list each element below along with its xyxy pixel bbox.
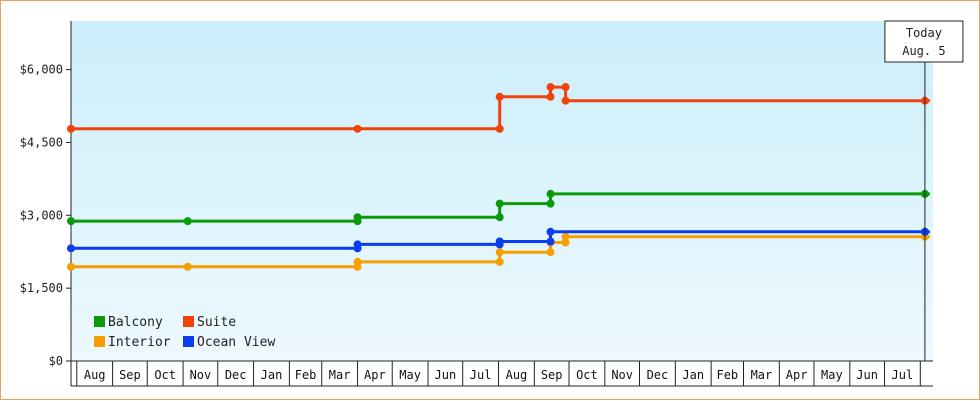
data-point <box>495 237 504 246</box>
data-point <box>353 124 362 133</box>
data-point <box>353 240 362 249</box>
month-label: Aug <box>506 368 528 382</box>
month-label: May <box>821 368 843 382</box>
month-label: Oct <box>154 368 176 382</box>
data-point <box>546 237 555 246</box>
data-point <box>495 199 504 208</box>
month-label: Oct <box>576 368 598 382</box>
month-label: Jul <box>470 368 492 382</box>
data-point <box>67 124 75 133</box>
data-point <box>183 262 192 271</box>
legend-swatch <box>94 336 105 347</box>
y-tick-label: $0 <box>49 354 63 368</box>
month-label: Jun <box>856 368 878 382</box>
data-point <box>546 92 555 101</box>
today-label: Today <box>906 26 942 40</box>
month-label: Mar <box>751 368 773 382</box>
legend-label: Suite <box>197 315 236 330</box>
month-label: Feb <box>295 368 317 382</box>
data-point <box>183 217 192 226</box>
data-point <box>546 189 555 198</box>
data-point <box>546 227 555 236</box>
data-point <box>495 124 504 133</box>
data-point <box>495 248 504 257</box>
y-tick-label: $4,500 <box>20 135 63 149</box>
month-label: Jul <box>892 368 914 382</box>
data-point <box>561 232 570 241</box>
data-point <box>546 199 555 208</box>
legend-swatch <box>94 316 105 327</box>
legend-label: Balcony <box>108 315 163 330</box>
data-point <box>67 217 75 226</box>
month-label: Jan <box>682 368 704 382</box>
legend-label: Ocean View <box>197 335 275 350</box>
month-label: Nov <box>611 368 633 382</box>
data-point <box>561 96 570 105</box>
month-label: Jun <box>435 368 457 382</box>
month-label: Sep <box>119 368 141 382</box>
plot-area <box>71 21 933 361</box>
legend-swatch <box>183 336 194 347</box>
data-point <box>495 257 504 266</box>
data-point <box>67 244 75 253</box>
data-point <box>546 83 555 92</box>
month-label: Dec <box>647 368 669 382</box>
data-point <box>67 262 75 271</box>
legend-label: Interior <box>108 335 171 350</box>
month-label: Feb <box>716 368 738 382</box>
data-point <box>546 248 555 257</box>
month-label: Apr <box>364 368 386 382</box>
data-point <box>495 92 504 101</box>
data-point <box>495 213 504 222</box>
y-tick-label: $6,000 <box>20 63 63 77</box>
data-point <box>353 213 362 222</box>
data-point <box>561 238 570 247</box>
month-label: Nov <box>190 368 212 382</box>
month-label: Dec <box>225 368 247 382</box>
month-label: Sep <box>541 368 563 382</box>
y-tick-label: $3,000 <box>20 208 63 222</box>
legend-swatch <box>183 316 194 327</box>
data-point <box>561 83 570 92</box>
month-label: Jan <box>261 368 283 382</box>
month-label: May <box>399 368 421 382</box>
month-label: Mar <box>329 368 351 382</box>
month-label: Apr <box>786 368 808 382</box>
today-date: Aug. 5 <box>902 44 945 58</box>
data-point <box>353 257 362 266</box>
month-label: Aug <box>84 368 106 382</box>
today-box <box>884 20 964 63</box>
y-tick-label: $1,500 <box>20 281 63 295</box>
